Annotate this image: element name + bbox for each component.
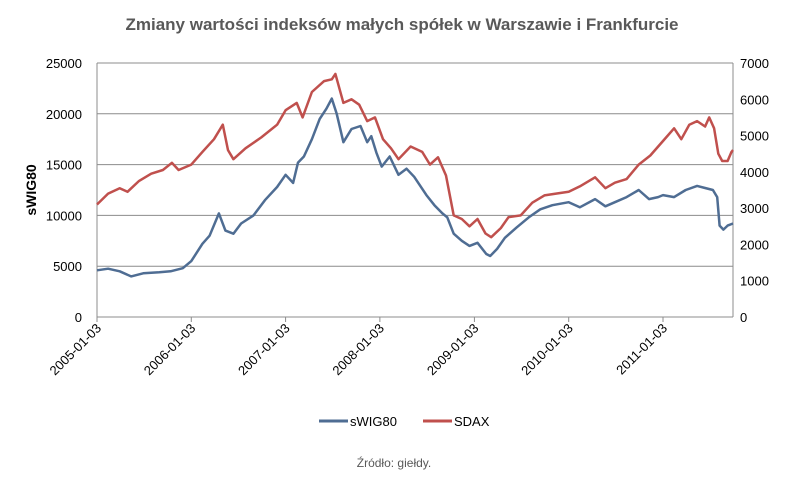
y-left-tick-label: 15000 (46, 158, 82, 173)
y-right-tick-label: 4000 (740, 165, 769, 180)
x-tick-label: 2009-01-03 (424, 321, 482, 379)
y-right-tick-label: 6000 (740, 92, 769, 107)
legend: sWIG80 SDAX (319, 414, 490, 429)
series-lines (96, 72, 734, 278)
legend-label: SDAX (454, 414, 490, 429)
y-right-tick-label: 3000 (740, 201, 769, 216)
y-right-tick-label: 5000 (740, 129, 769, 144)
legend-label: sWIG80 (350, 414, 397, 429)
y-left-tick-label: 10000 (46, 208, 82, 223)
y-left-tick-label: 0 (75, 310, 82, 325)
series-line-swig80 (96, 97, 734, 278)
source-note: Źródło: giełdy. (357, 455, 431, 470)
x-tick-label: 2006-01-03 (141, 321, 199, 379)
y-right-tick-label: 7000 (740, 56, 769, 71)
y-right-tick-label: 0 (740, 310, 747, 325)
y-left-tick-label: 20000 (46, 107, 82, 122)
x-tick-label: 2005-01-03 (46, 321, 104, 379)
chart-title: Zmiany wartości indeksów małych spółek w… (125, 15, 678, 34)
y-right-tick-label: 2000 (740, 237, 769, 252)
series-line-sdax (96, 72, 734, 239)
x-tick-label: 2007-01-03 (235, 321, 293, 379)
x-tick-label: 2008-01-03 (329, 321, 387, 379)
x-tick-label: 2010-01-03 (518, 321, 576, 379)
y-left-tick-label: 5000 (53, 259, 82, 274)
y-right-tick-label: 1000 (740, 274, 769, 289)
y-axis-label: sWIG80 (23, 164, 39, 216)
y-left-tick-label: 25000 (46, 56, 82, 71)
x-tick-label: 2011-01-03 (613, 321, 670, 378)
axes: 0 5000 10000 15000 20000 25000 0 1000 2000 3000 40… (46, 56, 769, 378)
